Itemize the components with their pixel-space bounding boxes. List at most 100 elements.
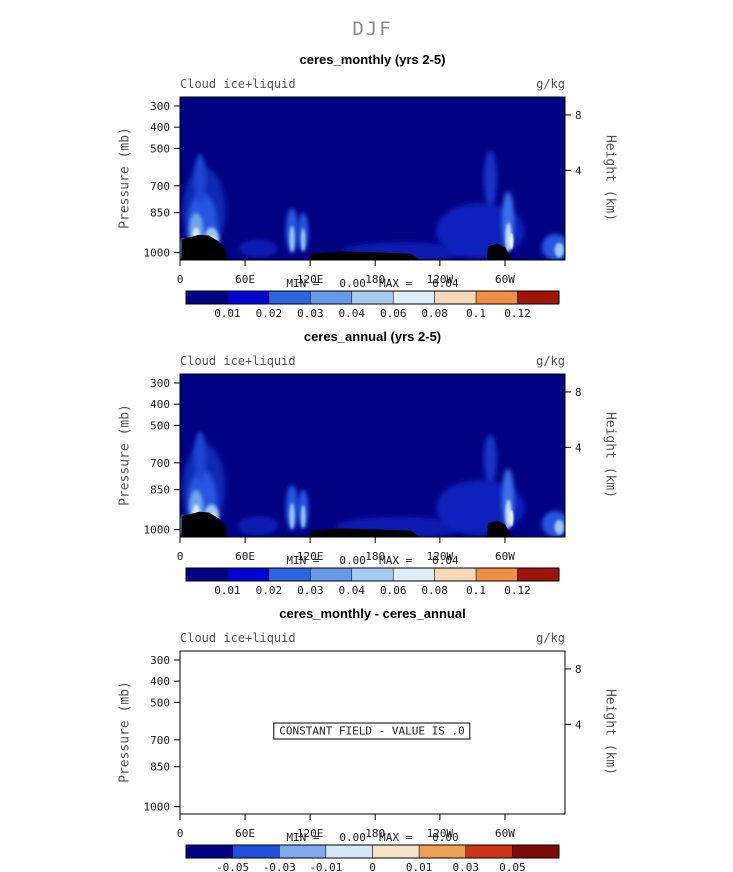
panel-title: ceres_annual (yrs 2-5)	[303, 329, 442, 344]
y-tick-label: 850	[150, 761, 170, 774]
colorbar-label: 0.06	[380, 584, 407, 597]
contour-feature	[238, 239, 278, 258]
right-tick-label: 4	[575, 164, 582, 177]
contour-feature	[300, 228, 306, 252]
colorbar-label: 0.03	[453, 861, 480, 872]
colorbar-label: 0.01	[214, 584, 241, 597]
pressure-axis-label: Pressure (mb)	[117, 404, 133, 506]
right-tick-label: 8	[575, 663, 582, 676]
right-tick-label: 4	[575, 718, 582, 731]
pressure-axis-label: Pressure (mb)	[117, 681, 133, 783]
panel-difference: ceres_monthly - ceres_annual Cloud ice+l…	[0, 600, 733, 872]
y-tick-label: 700	[150, 180, 170, 193]
colorbar-label: 0.08	[421, 307, 448, 320]
minmax-text: MIN = 0.00 MAX = 0.00	[286, 831, 459, 844]
colorbar-segment	[512, 844, 560, 859]
x-tick-label: 60W	[495, 827, 515, 839]
contour-feature	[554, 242, 564, 258]
x-tick-label: 120E	[297, 273, 324, 285]
terrain-mask	[486, 520, 512, 537]
x-tick-label: 60E	[235, 827, 255, 839]
colorbar-label: 0.12	[504, 584, 531, 597]
x-tick-label: 60W	[495, 550, 515, 562]
colorbar-label: 0.03	[297, 584, 324, 597]
minmax-text: MIN = 0.00 MAX = 0.04	[286, 277, 459, 290]
colorbar-segment	[310, 567, 353, 582]
colorbar-label: 0.12	[504, 307, 531, 320]
contour-feature	[289, 502, 295, 529]
colorbar-label: 0.02	[256, 584, 283, 597]
terrain-mask	[181, 511, 227, 537]
x-tick-label: 120E	[297, 827, 324, 839]
colorbar-label: 0.02	[256, 307, 283, 320]
colorbar: 0.01 0.02 0.03 0.04 0.06 0.08 0.1 0.12	[185, 567, 560, 597]
colorbar-segment	[517, 567, 560, 582]
colorbar-label: 0.01	[406, 861, 433, 872]
contour-feature	[483, 434, 497, 484]
contour-feature	[483, 150, 497, 207]
units-label: g/kg	[536, 354, 565, 368]
colorbar-segment	[434, 567, 477, 582]
right-tick-label: 4	[575, 441, 582, 454]
y-tick-label: 1000	[144, 247, 171, 260]
field-label: Cloud ice+liquid	[180, 631, 296, 645]
contour-feature	[509, 233, 514, 250]
colorbar-segment	[232, 844, 280, 859]
right-tick-label: 8	[575, 386, 582, 399]
plot-border	[179, 650, 566, 815]
x-tick-label: 0	[177, 273, 184, 285]
colorbar-segment	[392, 290, 435, 305]
colorbar-border	[185, 844, 560, 859]
y-tick-label: 400	[150, 398, 170, 411]
colorbar-label: -0.05	[216, 861, 249, 872]
panel-ceres-annual: ceres_annual (yrs 2-5) Cloud ice+liquid …	[0, 323, 733, 623]
colorbar-label: 0.05	[499, 861, 526, 872]
y-tick-label: 1000	[144, 524, 171, 537]
contour-feature	[193, 154, 207, 203]
colorbar-label: 0.06	[380, 307, 407, 320]
colorbar-border	[185, 290, 560, 305]
colorbar-segment	[310, 290, 353, 305]
y-tick-label: 500	[150, 142, 170, 155]
contour-plot: 300 400 500 700 850 1000 8 4 0 60E 120E 180 120W 60W	[144, 650, 582, 839]
field-label: Cloud ice+liquid	[180, 354, 296, 368]
plot-border	[179, 96, 566, 261]
colorbar-segment	[268, 290, 311, 305]
colorbar-segment	[475, 567, 518, 582]
y-tick-label: 700	[150, 734, 170, 747]
constant-field-box: CONSTANT FIELD - VALUE IS .0	[273, 722, 471, 740]
colorbar-label: 0.1	[466, 584, 486, 597]
contour-feature	[193, 431, 207, 480]
colorbar-segment	[185, 844, 233, 859]
plot-border	[179, 373, 566, 538]
contour-feature	[300, 505, 306, 529]
x-tick-label: 180	[365, 827, 385, 839]
contour-plot: 300 400 500 700 850 1000 8 4 0 60E 120E 180 120W 60W	[144, 373, 582, 562]
panel-title: ceres_monthly - ceres_annual	[279, 606, 466, 621]
terrain-mask	[309, 251, 420, 260]
x-tick-label: 180	[365, 550, 385, 562]
colorbar-segment	[434, 290, 477, 305]
contour-feature	[509, 510, 514, 527]
colorbar-label: 0.1	[466, 307, 486, 320]
y-tick-label: 850	[150, 207, 170, 220]
colorbar-segment	[418, 844, 466, 859]
colorbar-segment	[392, 567, 435, 582]
x-tick-label: 120W	[427, 550, 454, 562]
contour-feature	[238, 515, 279, 536]
colorbar: -0.05 -0.03 -0.01 0 0.01 0.03 0.05	[185, 844, 560, 872]
colorbar-segment	[325, 844, 373, 859]
x-tick-label: 60E	[235, 550, 255, 562]
colorbar-segment	[475, 290, 518, 305]
contour-feature	[289, 225, 295, 252]
y-tick-label: 1000	[144, 801, 171, 814]
colorbar-segment	[185, 290, 228, 305]
y-tick-label: 500	[150, 419, 170, 432]
colorbar-segment	[227, 567, 270, 582]
colorbar-segment	[351, 290, 394, 305]
minmax-text: MIN = 0.00 MAX = 0.04	[286, 554, 459, 567]
y-tick-label: 400	[150, 121, 170, 134]
y-tick-label: 300	[150, 377, 170, 390]
panel-title: ceres_monthly (yrs 2-5)	[299, 52, 446, 67]
y-tick-label: 300	[150, 100, 170, 113]
